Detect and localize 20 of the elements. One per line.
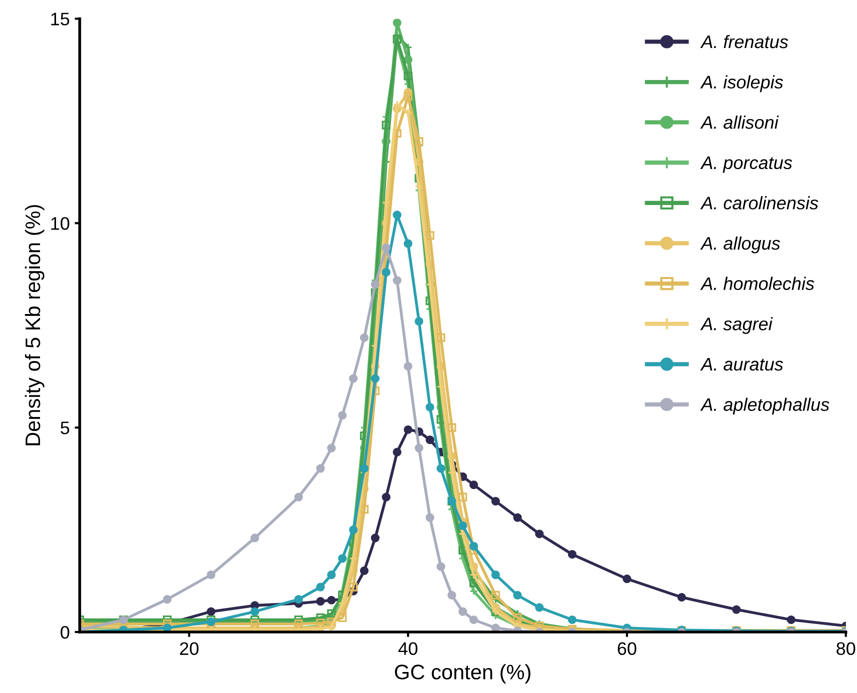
- legend-label: A. porcatus: [700, 156, 792, 173]
- x-axis-title: GC conten (%): [394, 664, 530, 684]
- legend-label: A. apletophallus: [700, 398, 830, 415]
- legend-label: A. isolepis: [700, 75, 784, 92]
- x-tick-label: 40: [398, 642, 418, 655]
- legend-label: A. auratus: [700, 358, 784, 371]
- y-tick-label: 15: [51, 12, 70, 26]
- x-tick-label: 80: [836, 642, 856, 655]
- y-tick-label: 0: [60, 626, 70, 639]
- x-tick-label: 20: [180, 642, 198, 655]
- legend-label: A. carolinensis: [700, 196, 818, 210]
- legend-label: A. allogus: [700, 236, 780, 254]
- y-tick-label: 5: [60, 422, 70, 434]
- legend-label: A. frenatus: [700, 34, 788, 48]
- legend-label: A. allisoni: [700, 116, 779, 129]
- legend-label: A. homolechis: [700, 276, 814, 290]
- legend-label: A. sagrei: [700, 317, 773, 334]
- y-tick-label: 10: [51, 217, 70, 230]
- y-axis-title: Density of 5 Kb region (%): [24, 205, 44, 446]
- x-tick-label: 60: [618, 642, 636, 655]
